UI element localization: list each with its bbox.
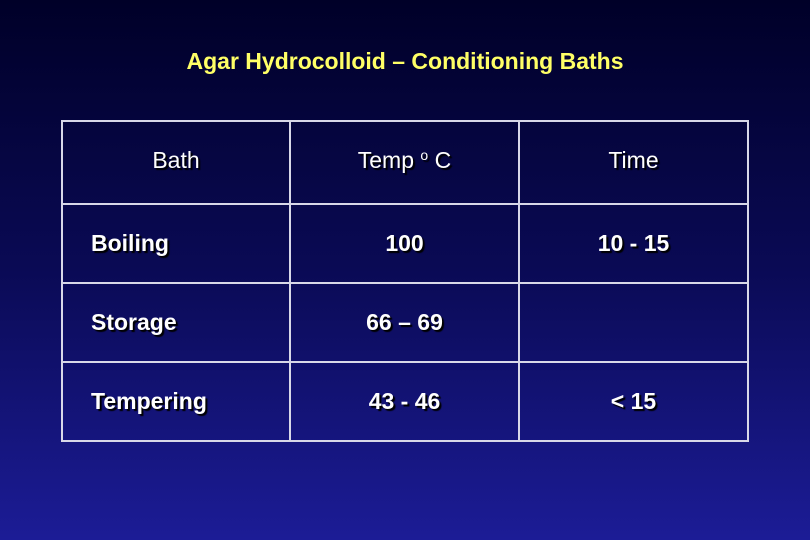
header-cell: Time [518,120,749,205]
row: Tempering 43 - 46 < 15 [61,361,749,442]
cell: Boiling [61,203,291,284]
cell: 100 [289,203,520,284]
cell: 10 - 15 [518,203,749,284]
header-text: Temp [357,147,415,173]
cell: Storage [61,282,291,363]
cell: 43 - 46 [289,361,520,442]
superscript: o [420,147,429,163]
cell: Tempering [61,361,291,442]
row: Storage 66 – 69 [61,282,749,363]
header-row: Bath Temp o C Time [61,120,749,205]
header-cell: Bath [61,120,291,205]
row: Boiling 100 10 - 15 [61,203,749,284]
cell: 66 – 69 [289,282,520,363]
header-cell: Temp o C [289,120,520,205]
cell: < 15 [518,361,749,442]
empty-cell [518,282,749,363]
table: Bath Temp o C Time Boiling 100 10 - 15 S… [61,120,749,442]
header-unit: C [434,147,452,173]
slide-title: Agar Hydrocolloid – Conditioning Baths [186,48,624,74]
